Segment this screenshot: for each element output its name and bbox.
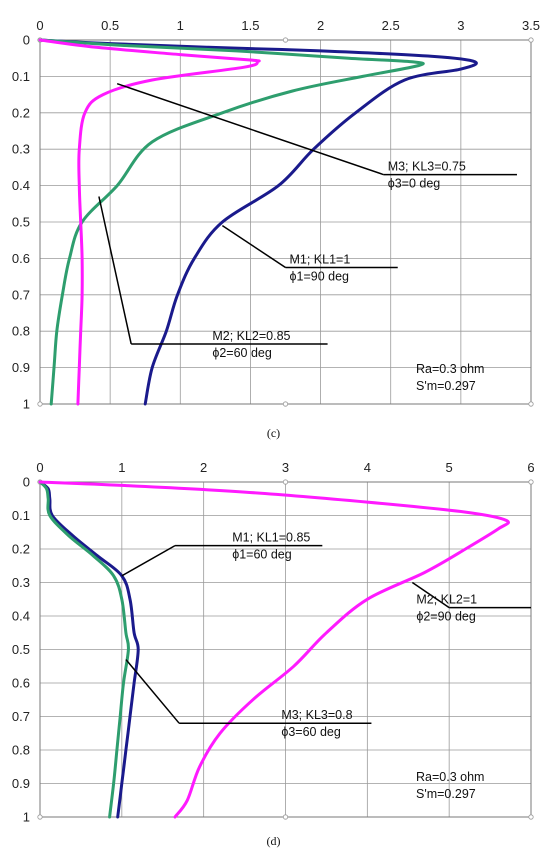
y-tick-label: 1 — [23, 397, 30, 412]
y-tick-label: 0.3 — [12, 575, 30, 590]
x-tick-label: 3 — [457, 18, 464, 33]
annotation-leader — [411, 581, 450, 609]
annotation-label: M3; KL3=0.75 — [388, 160, 466, 174]
y-tick-label: 0.5 — [12, 642, 30, 657]
annotation-label: ϕ3=0 deg — [388, 177, 441, 191]
annotation-leader — [121, 544, 176, 577]
footnote-text: S'm=0.297 — [416, 787, 476, 801]
x-tick-label: 1 — [177, 18, 184, 33]
series-line-2 — [38, 38, 425, 406]
x-tick-label: 2.5 — [382, 18, 400, 33]
y-tick-label: 0.4 — [12, 178, 30, 193]
x-tick-label: 0 — [36, 460, 43, 475]
y-tick-label: 0.8 — [12, 743, 30, 758]
annotation-leader — [116, 82, 384, 176]
y-tick-label: 0 — [23, 33, 30, 48]
frame-handle — [37, 401, 43, 407]
annotation-label: M1; KL1=1 — [290, 253, 351, 267]
annotation-label: ϕ3=60 deg — [281, 725, 341, 739]
x-tick-label: 5 — [446, 460, 453, 475]
annotation-leader — [98, 196, 132, 345]
chart-panel-c: 0 0.5 1 1.5 2 2.5 3 3.5 0 0.1 0.2 0.3 0.4 0.5 0.6 0.7 0.… — [12, 18, 540, 440]
y-tick-label: 0.7 — [12, 287, 30, 302]
series-line-3 — [38, 480, 510, 819]
y-tick-label: 0.9 — [12, 360, 30, 375]
y-tick-label: 0.2 — [12, 105, 30, 120]
frame-handle — [37, 814, 43, 820]
x-tick-label: 1.5 — [241, 18, 259, 33]
annotation-label: ϕ2=90 deg — [416, 610, 476, 624]
footnote-text: S'm=0.297 — [416, 379, 476, 393]
y-tick-label: 0.8 — [12, 324, 30, 339]
y-tick-label: 0.2 — [12, 542, 30, 557]
series-line-1 — [38, 38, 478, 406]
frame-handle — [282, 814, 289, 820]
x-tick-label: 6 — [527, 460, 534, 475]
y-tick-label: 0.3 — [12, 142, 30, 157]
annotation-label: M2; KL2=0.85 — [212, 329, 290, 343]
x-tick-label: 2 — [317, 18, 324, 33]
annotation-leader — [221, 225, 286, 269]
frame-handle — [282, 479, 289, 485]
frame-handle — [528, 814, 534, 820]
x-tick-label: 0 — [36, 18, 43, 33]
y-tick-label: 0.9 — [12, 776, 30, 791]
annotation-label: M1; KL1=0.85 — [232, 531, 310, 545]
annotation-label: ϕ1=90 deg — [290, 270, 350, 284]
annotation-label: ϕ2=60 deg — [212, 346, 272, 360]
x-tick-label: 3.5 — [522, 18, 540, 33]
footnote-text: Ra=0.3 ohm — [416, 770, 484, 784]
x-tick-label: 4 — [364, 460, 371, 475]
annotation-label: ϕ1=60 deg — [232, 548, 292, 562]
y-tick-label: 1 — [23, 810, 30, 825]
frame-handle — [282, 401, 289, 407]
annotation-leader — [125, 659, 180, 724]
x-tick-label: 1 — [118, 460, 125, 475]
y-tick-label: 0.4 — [12, 609, 30, 624]
series-line-2 — [38, 480, 130, 819]
y-tick-label: 0.6 — [12, 251, 30, 266]
panel-label: (c) — [267, 426, 280, 440]
frame-handle — [528, 479, 534, 485]
x-tick-label: 3 — [282, 460, 289, 475]
chart-panel-d: 0 1 2 3 4 5 6 0 0.1 0.2 0.3 0.4 0.5 0.6 0.7 0.8 0.9 1 M1; … — [12, 460, 535, 848]
x-tick-label: 0.5 — [101, 18, 119, 33]
y-tick-label: 0.1 — [12, 508, 30, 523]
frame-handle — [528, 37, 534, 43]
frame-handle — [282, 37, 289, 43]
annotation-label: M2; KL2=1 — [416, 593, 477, 607]
y-tick-label: 0 — [23, 475, 30, 490]
series-line-1 — [38, 480, 140, 819]
y-tick-label: 0.5 — [12, 215, 30, 230]
y-tick-label: 0.7 — [12, 709, 30, 724]
y-tick-label: 0.1 — [12, 69, 30, 84]
footnote-text: Ra=0.3 ohm — [416, 362, 484, 376]
panel-label: (d) — [267, 834, 281, 848]
x-tick-label: 2 — [200, 460, 207, 475]
series-line-3 — [38, 38, 261, 406]
y-tick-label: 0.6 — [12, 676, 30, 691]
frame-handle — [528, 401, 534, 407]
annotation-label: M3; KL3=0.8 — [281, 708, 352, 722]
